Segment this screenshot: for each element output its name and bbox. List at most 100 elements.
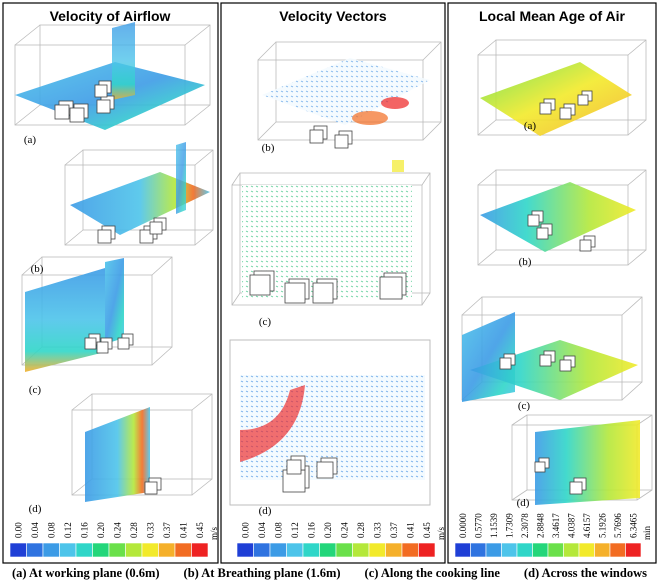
furniture	[285, 283, 305, 303]
room-wireframe	[462, 297, 482, 315]
legend-unit: m/s	[209, 526, 219, 540]
furniture	[580, 240, 591, 251]
room-wireframe	[258, 42, 276, 60]
legend-tick-label: 0.00	[13, 522, 23, 538]
contour-plane	[70, 172, 210, 235]
furniture	[578, 95, 588, 105]
room-wireframe	[478, 40, 496, 55]
legend-tick-label: 0.33	[145, 522, 155, 538]
legend-tick-label: 2.8848	[535, 513, 545, 538]
room-wireframe	[512, 415, 527, 425]
furniture	[560, 360, 571, 371]
room-wireframe	[65, 230, 83, 245]
legend-unit: m/s	[436, 526, 446, 540]
legend-tick-label: 5.7696	[613, 513, 623, 538]
legend-swatch	[626, 543, 642, 557]
legend-tick-label: 0.37	[162, 522, 172, 538]
legend-tick-label: 1.1539	[489, 513, 499, 538]
contour-plane	[480, 182, 636, 252]
furniture	[537, 228, 548, 239]
vector-hotspot	[381, 97, 409, 109]
legend-tick-label: 0.24	[112, 522, 122, 538]
room-wireframe	[423, 42, 441, 60]
legend-swatch	[93, 543, 110, 557]
legend-tick-label: 2.3078	[520, 513, 530, 538]
subfigure-label: (b)	[519, 256, 532, 268]
legend-swatch	[175, 543, 192, 557]
legend-swatch	[579, 543, 595, 557]
legend-tick-label: 0.08	[273, 522, 283, 538]
contour-plane	[25, 268, 105, 372]
legend-swatch	[320, 543, 337, 557]
legend-tick-label: 0.20	[323, 522, 333, 538]
legend-tick-label: 0.04	[30, 522, 40, 538]
legend-swatch	[192, 543, 209, 557]
room-wireframe	[152, 257, 172, 275]
legend-swatch	[254, 543, 271, 557]
contour-plane	[480, 62, 632, 136]
legend-swatch	[369, 543, 386, 557]
caption-item: (d) Across the windows	[524, 566, 647, 581]
legend-swatch	[386, 543, 403, 557]
subfigure-label: (a)	[24, 134, 37, 146]
legend-tick-label: 0.08	[46, 522, 56, 538]
room-wireframe	[628, 170, 646, 185]
furniture	[85, 338, 96, 349]
legend-tick-label: 0.04	[257, 522, 267, 538]
furniture	[310, 130, 323, 143]
legend-tick-label: 0.45	[195, 522, 205, 538]
legend-swatch	[109, 543, 126, 557]
legend-swatch	[270, 543, 287, 557]
room-wireframe	[152, 347, 172, 365]
legend-tick-label: 0.16	[306, 522, 316, 538]
room-wireframe	[422, 173, 430, 185]
legend-swatch	[502, 543, 518, 557]
subfigure-label: (a)	[524, 120, 537, 132]
room-wireframe	[423, 122, 441, 140]
furniture	[528, 215, 539, 226]
legend-swatch	[595, 543, 611, 557]
furniture	[287, 460, 301, 474]
room-wireframe	[195, 150, 213, 165]
subfigure-label: (d)	[517, 497, 530, 509]
vector-hotspot	[352, 111, 388, 125]
legend-swatch	[10, 543, 27, 557]
panel-title: Velocity Vectors	[279, 8, 387, 24]
furniture	[98, 230, 111, 243]
subfigure-label: (c)	[518, 400, 531, 412]
contour-plane	[85, 407, 150, 502]
caption-item: (c) Along the cooking line	[365, 566, 500, 581]
room-wireframe	[65, 150, 83, 165]
legend-tick-label: 0.33	[372, 522, 382, 538]
furniture	[95, 85, 107, 97]
furniture	[97, 342, 108, 353]
room-wireframe	[15, 25, 40, 45]
room-wireframe	[422, 293, 430, 305]
furniture	[150, 222, 162, 234]
contour-plane	[262, 58, 430, 125]
figure: Velocity of Airflow (a) (b) (c) (d) 0.00 0.04 0…	[0, 0, 659, 588]
furniture	[380, 277, 402, 299]
legend-tick-label: 0.12	[63, 522, 73, 538]
contour-plane	[535, 420, 640, 505]
legend-swatch	[126, 543, 143, 557]
room-wireframe	[478, 250, 496, 265]
subfigure-label: (c)	[259, 316, 272, 328]
legend-swatch	[564, 543, 580, 557]
legend-swatch	[27, 543, 44, 557]
legend-tick-label: 0.5770	[473, 513, 483, 538]
legend-tick-label: 6.3465	[628, 513, 638, 538]
legend-swatch	[517, 543, 533, 557]
contour-plane	[105, 258, 124, 344]
legend-swatch	[610, 543, 626, 557]
caption-item: (a) At working plane (0.6m)	[12, 566, 160, 581]
legend-swatch	[237, 543, 254, 557]
panel-title: Velocity of Airflow	[50, 8, 171, 24]
room-wireframe	[195, 230, 213, 245]
contour-plane	[112, 22, 135, 100]
legend-tick-label: 0.28	[129, 522, 139, 538]
legend-tick-label: 1.7309	[504, 513, 514, 538]
legend-swatch	[142, 543, 159, 557]
legend-tick-label: 0.37	[389, 522, 399, 538]
legend-swatch	[419, 543, 436, 557]
